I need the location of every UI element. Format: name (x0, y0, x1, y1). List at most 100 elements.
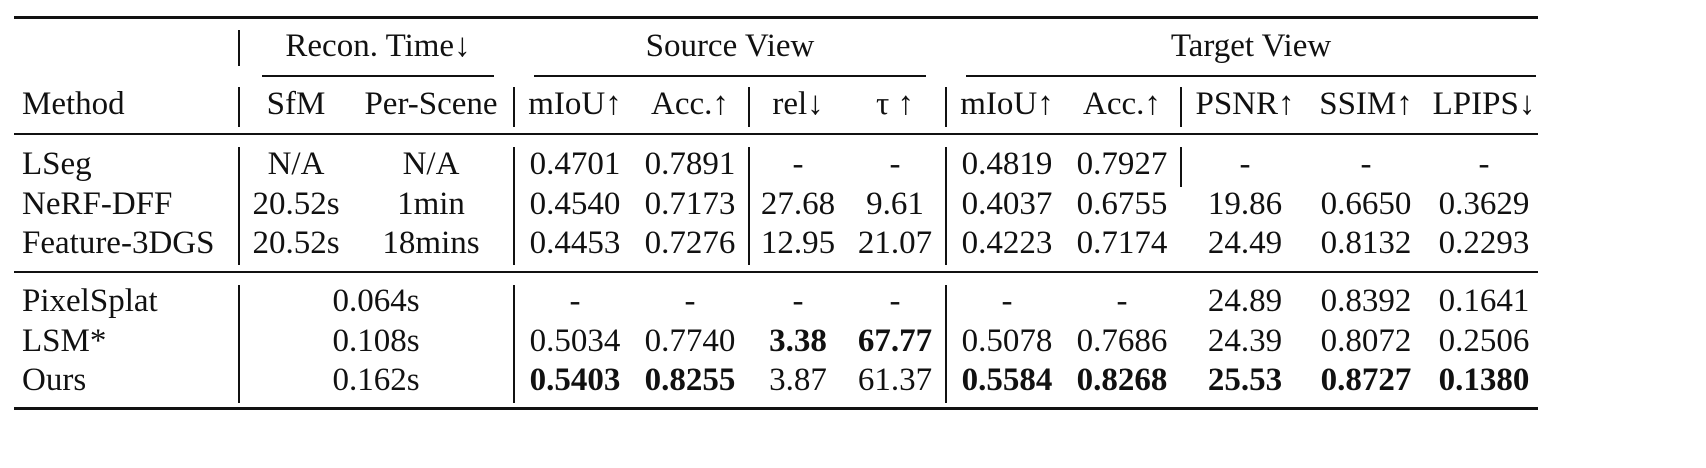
source-miou-cell: - (569, 283, 581, 319)
rel-cell: - (792, 146, 804, 182)
col-header-rel: rel↓ (772, 86, 824, 122)
source-miou-cell: 0.5034 (529, 323, 621, 359)
vline-tacc-body1 (1180, 147, 1182, 187)
psnr-cell: 24.39 (1207, 323, 1283, 359)
target-cmidrule (966, 75, 1536, 77)
vline-tacc-sub (1180, 87, 1182, 127)
vline-acc-sub (748, 87, 750, 127)
col-header-target-miou: mIoU↑ (960, 86, 1054, 122)
vline-method-body2 (238, 285, 240, 403)
source-miou-cell: 0.4453 (529, 225, 621, 261)
source-acc-cell: 0.7173 (644, 186, 736, 222)
vline-method-sub (238, 87, 240, 127)
sfm-cell: 20.52s (252, 186, 340, 222)
target-miou-cell: - (1001, 283, 1013, 319)
lpips-cell: - (1478, 146, 1490, 182)
tau-cell: - (889, 283, 901, 319)
psnr-cell: 24.49 (1207, 225, 1283, 261)
sfm-cell: 20.52s (252, 225, 340, 261)
psnr-cell: - (1239, 146, 1251, 182)
psnr-cell: 25.53 (1207, 362, 1283, 398)
col-header-psnr: PSNR↑ (1195, 86, 1295, 122)
col-header-tau: τ ↑ (875, 86, 914, 122)
header-rule (14, 133, 1538, 135)
ssim-cell: - (1360, 146, 1372, 182)
vline-source-body1 (945, 147, 947, 265)
rel-cell: - (792, 283, 804, 319)
target-acc-cell: 0.7174 (1076, 225, 1168, 261)
vline-source-sub (945, 87, 947, 127)
vline-method-header (238, 30, 240, 66)
target-acc-cell: 0.6755 (1076, 186, 1168, 222)
source-cmidrule (534, 75, 926, 77)
group-header-recon-time: Recon. Time↓ (285, 28, 471, 64)
tau-cell: 9.61 (866, 186, 924, 222)
psnr-cell: 24.89 (1207, 283, 1283, 319)
recon-time-cell: 0.108s (332, 323, 420, 359)
source-miou-cell: 0.4701 (529, 146, 621, 182)
col-header-method: Method (22, 86, 125, 122)
target-acc-cell: 0.7686 (1076, 323, 1168, 359)
tau-cell: - (889, 146, 901, 182)
col-header-source-miou: mIoU↑ (528, 86, 622, 122)
ssim-cell: 0.8072 (1320, 323, 1412, 359)
method-name: NeRF-DFF (22, 186, 173, 222)
vline-method-body1 (238, 147, 240, 265)
sfm-cell: N/A (267, 146, 325, 182)
recon-time-cell: 0.064s (332, 283, 420, 319)
rel-cell: 12.95 (760, 225, 836, 261)
col-header-lpips: LPIPS↓ (1432, 86, 1536, 122)
col-header-ssim: SSIM↑ (1319, 86, 1413, 122)
col-header-target-acc: Acc.↑ (1083, 86, 1161, 122)
target-miou-cell: 0.4223 (961, 225, 1053, 261)
target-miou-cell: 0.5078 (961, 323, 1053, 359)
vline-recon-sub (513, 87, 515, 127)
ssim-cell: 0.8392 (1320, 283, 1412, 319)
target-acc-cell: 0.8268 (1076, 362, 1168, 398)
lpips-cell: 0.3629 (1438, 186, 1530, 222)
method-name: Ours (22, 362, 87, 398)
tau-cell: 21.07 (857, 225, 933, 261)
lpips-cell: 0.1380 (1438, 362, 1530, 398)
vline-recon-body1 (513, 147, 515, 265)
vline-recon-body2 (513, 285, 515, 403)
vline-source-body2 (945, 285, 947, 403)
method-name: LSeg (22, 146, 92, 182)
source-acc-cell: - (684, 283, 696, 319)
col-header-per-scene: Per-Scene (364, 86, 498, 122)
lpips-cell: 0.2506 (1438, 323, 1530, 359)
source-acc-cell: 0.7276 (644, 225, 736, 261)
tau-cell: 61.37 (857, 362, 933, 398)
ssim-cell: 0.8727 (1320, 362, 1412, 398)
method-name: PixelSplat (22, 283, 158, 319)
recon-cmidrule (262, 75, 494, 77)
lpips-cell: 0.2293 (1438, 225, 1530, 261)
source-acc-cell: 0.7740 (644, 323, 736, 359)
method-name: LSM* (22, 323, 107, 359)
group-header-source-view: Source View (645, 28, 815, 64)
target-acc-cell: 0.7927 (1076, 146, 1168, 182)
target-miou-cell: 0.4819 (961, 146, 1053, 182)
target-miou-cell: 0.4037 (961, 186, 1053, 222)
ssim-cell: 0.8132 (1320, 225, 1412, 261)
group-header-target-view: Target View (1170, 28, 1332, 64)
vline-acc-body1 (748, 147, 750, 265)
target-miou-cell: 0.5584 (961, 362, 1053, 398)
rel-cell: 3.87 (769, 362, 827, 398)
psnr-cell: 19.86 (1207, 186, 1283, 222)
source-acc-cell: 0.7891 (644, 146, 736, 182)
tau-cell: 67.77 (857, 323, 933, 359)
method-name: Feature-3DGS (22, 225, 215, 261)
ssim-cell: 0.6650 (1320, 186, 1412, 222)
top-rule (14, 16, 1538, 19)
per-scene-cell: 1min (397, 186, 465, 222)
lpips-cell: 0.1641 (1438, 283, 1530, 319)
rel-cell: 3.38 (769, 323, 827, 359)
source-miou-cell: 0.5403 (529, 362, 621, 398)
target-acc-cell: - (1116, 283, 1128, 319)
source-acc-cell: 0.8255 (644, 362, 736, 398)
col-header-source-acc: Acc.↑ (651, 86, 729, 122)
bottom-rule (14, 407, 1538, 410)
source-miou-cell: 0.4540 (529, 186, 621, 222)
per-scene-cell: N/A (402, 146, 460, 182)
